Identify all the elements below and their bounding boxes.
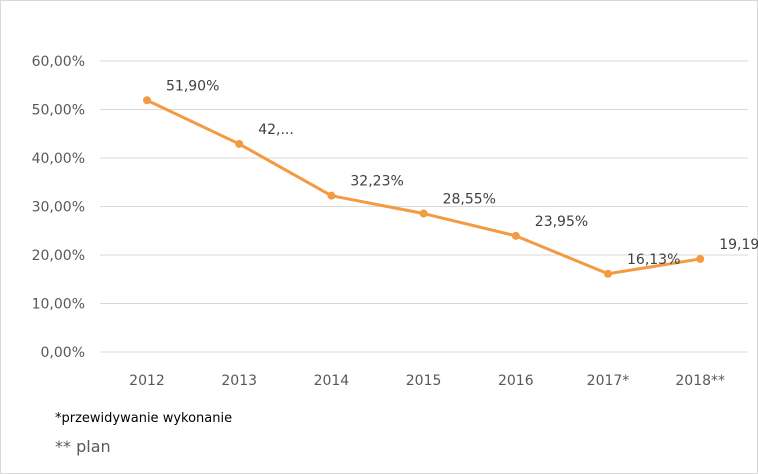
x-tick-label: 2017*	[587, 373, 630, 389]
data-label: 32,23%	[350, 174, 403, 190]
y-tick-label: 30,00%	[32, 200, 85, 216]
data-point	[604, 269, 612, 278]
data-label: 23,95%	[535, 214, 588, 230]
data-label: 42,...	[258, 122, 294, 138]
data-label: 28,55%	[443, 192, 496, 208]
y-tick-label: 40,00%	[32, 151, 85, 167]
series-line	[145, 98, 702, 276]
y-tick-label: 0,00%	[41, 345, 85, 361]
x-tick-label: 2012	[129, 373, 165, 389]
data-label: 16,13%	[627, 252, 680, 268]
data-point	[327, 191, 336, 200]
data-point	[235, 139, 244, 148]
y-tick-label: 60,00%	[32, 54, 85, 70]
data-point	[143, 96, 151, 105]
y-tick-label: 10,00%	[32, 297, 85, 313]
x-tick-label: 2013	[221, 373, 257, 389]
x-tick-label: 2014	[314, 373, 350, 389]
data-point	[419, 209, 428, 218]
y-tick-label: 50,00%	[32, 103, 85, 119]
footnote-forecast: *przewidywanie wykonanie	[55, 411, 233, 426]
x-tick-label: 2018**	[675, 373, 725, 389]
footnote-plan: ** plan	[55, 437, 111, 456]
x-tick-label: 2016	[498, 373, 534, 389]
data-point	[696, 254, 705, 263]
x-tick-label: 2015	[406, 373, 442, 389]
data-point	[511, 231, 520, 240]
data-label: 19,19%	[719, 237, 758, 253]
y-tick-label: 20,00%	[32, 248, 85, 264]
data-label: 51,90%	[166, 78, 219, 94]
